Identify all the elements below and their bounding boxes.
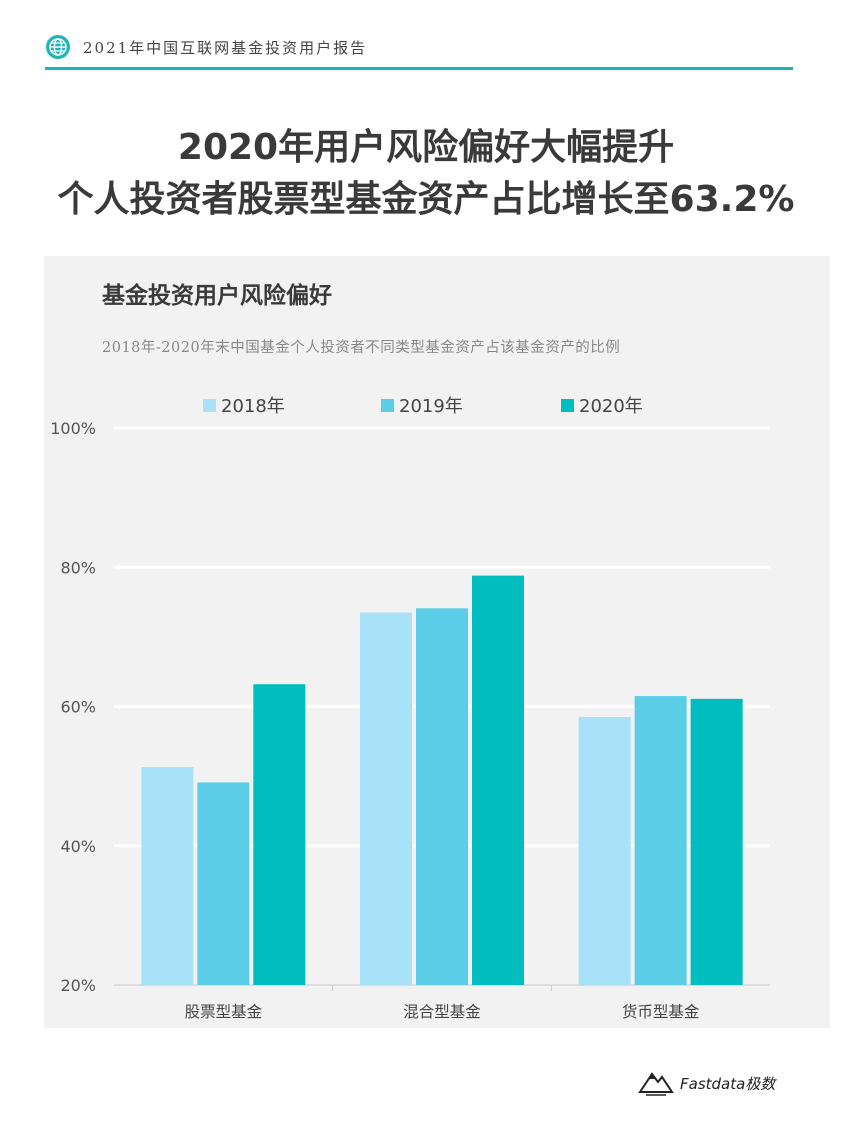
legend-swatch [561, 399, 574, 412]
legend-swatch [381, 399, 394, 412]
y-tick-label: 40% [60, 837, 96, 856]
headline-line-2: 个人投资者股票型基金资产占比增长至63.2% [57, 179, 795, 220]
headline-line-1: 2020年用户风险偏好大幅提升 [177, 127, 675, 168]
header-divider [45, 67, 793, 70]
bar [472, 575, 524, 985]
legend-label: 2020年 [579, 396, 643, 417]
x-category-label: 混合型基金 [403, 1003, 481, 1021]
bar [578, 716, 631, 985]
mountain-logo-icon [638, 1072, 674, 1096]
legend-label: 2018年 [221, 396, 285, 417]
brand-name: Fastdata极数 [680, 1074, 776, 1093]
report-header: 2021年中国互联网基金投资用户报告 [45, 30, 367, 64]
y-tick-label: 80% [60, 558, 96, 577]
bar [253, 684, 306, 985]
bar [141, 767, 194, 985]
x-category-label: 股票型基金 [185, 1003, 263, 1021]
bar [360, 612, 412, 985]
chart-subtitle: 2018年-2020年末中国基金个人投资者不同类型基金资产占该基金资产的比例 [102, 340, 621, 356]
report-title: 2021年中国互联网基金投资用户报告 [83, 38, 368, 57]
legend-swatch [203, 399, 216, 412]
brand-logo: Fastdata极数 [638, 1068, 775, 1098]
globe-icon [46, 35, 70, 59]
y-tick-label: 100% [50, 419, 96, 438]
x-category-label: 货币型基金 [622, 1003, 700, 1021]
y-tick-label: 60% [60, 698, 96, 717]
y-tick-label: 20% [60, 976, 96, 995]
legend-label: 2019年 [399, 396, 463, 417]
bar [197, 782, 250, 985]
bar-chart: 20% 40% 60% 80% 100% 股票型基金 混合型基金 货币型基金 2018年 2019… [50, 396, 770, 1021]
bar [690, 698, 743, 985]
bar [416, 608, 468, 985]
chart-title: 基金投资用户风险偏好 [102, 283, 332, 309]
bar [634, 696, 687, 985]
